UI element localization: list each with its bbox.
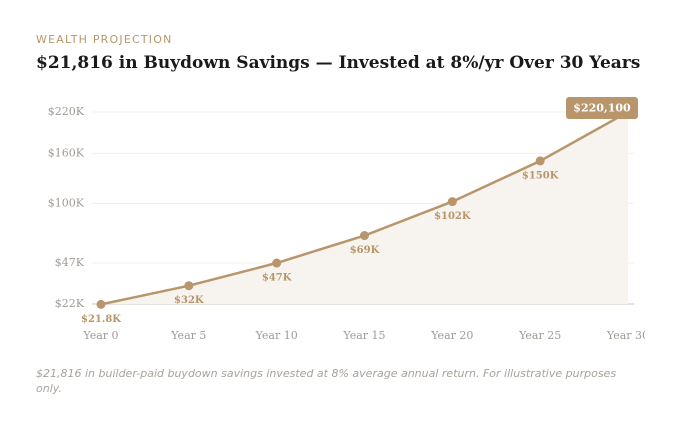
value-label: $69K xyxy=(350,245,380,256)
point xyxy=(360,231,369,241)
y-tick-label: $22K xyxy=(55,297,85,310)
point xyxy=(96,299,106,309)
value-label: $47K xyxy=(262,273,292,284)
value-label: $102K xyxy=(434,211,471,222)
point xyxy=(184,281,194,291)
note-box: $21,816 in builder-paid buydown savings … xyxy=(36,367,617,395)
y-tick-label: $220K xyxy=(48,105,85,118)
x-tick-label: Year 25 xyxy=(518,329,561,342)
point xyxy=(447,197,457,207)
x-tick-label: Year 15 xyxy=(342,329,385,342)
value-label: $150K xyxy=(522,170,559,181)
x-tick-label: Year 30 xyxy=(606,329,649,342)
chart-title: $21,816 in Buydown Savings — Invested at… xyxy=(36,53,640,73)
area-fill xyxy=(101,111,628,305)
x-tick-label: Year 10 xyxy=(255,329,298,342)
value-label: $21.8K xyxy=(81,314,121,325)
value-label: $32K xyxy=(174,295,204,306)
y-tick-label: $160K xyxy=(48,146,85,159)
x-tick-label: Year 5 xyxy=(170,329,206,342)
x-axis: Year 0 Year 5 Year 10 Year 15 Year 20 Year 25… xyxy=(82,329,649,342)
x-tick-label: Year 0 xyxy=(82,329,118,342)
y-tick-label: $100K xyxy=(48,196,85,209)
y-tick-label: $47K xyxy=(55,256,85,269)
footnote: $21,816 in builder-paid buydown savings … xyxy=(36,367,617,395)
callout-label: $220,100 xyxy=(573,102,631,115)
callout-box xyxy=(566,97,638,119)
point xyxy=(535,156,545,166)
point xyxy=(272,258,282,268)
kicker: WEALTH PROJECTION xyxy=(36,33,173,46)
x-tick-label: Year 20 xyxy=(430,329,473,342)
